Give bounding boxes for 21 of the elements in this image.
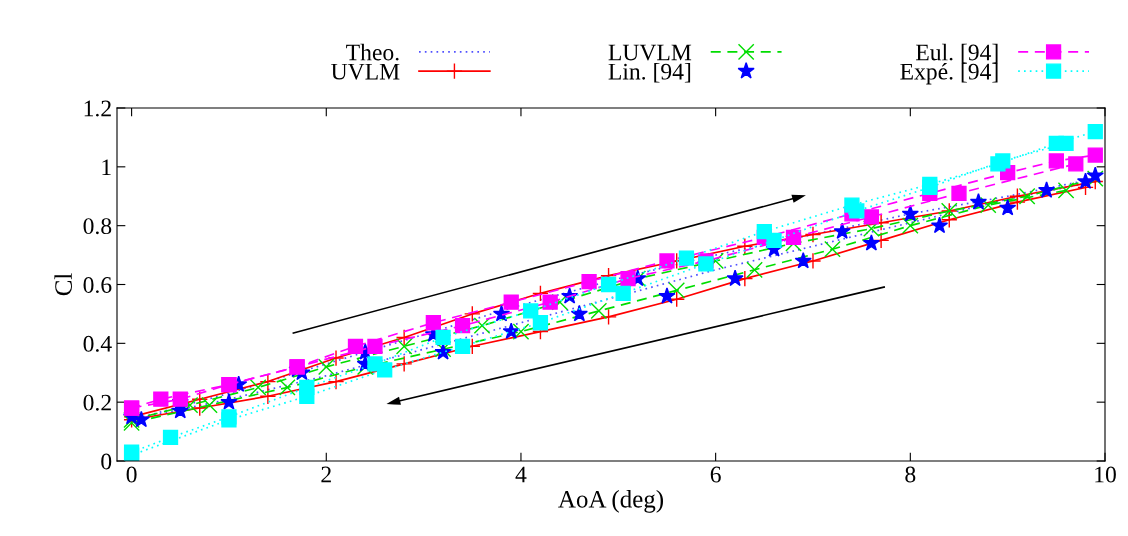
x-tick-label: 2	[321, 466, 331, 483]
x-tick-label: 6	[710, 466, 721, 483]
legend-label: LUVLM	[608, 44, 692, 61]
y-axis-title: Cl	[54, 273, 72, 296]
x-tick-label: 8	[905, 466, 916, 483]
legend-label: Expé. [94]	[900, 62, 998, 85]
y-tick-label: 0.6	[83, 276, 112, 294]
y-tick-label: 0.2	[83, 394, 111, 411]
legend-label: UVLM	[331, 63, 400, 80]
y-tick-label: 1	[102, 159, 111, 176]
x-tick-label: 10	[1095, 466, 1116, 483]
y-tick-label: 0.4	[83, 335, 112, 352]
x-tick-label: 4	[515, 466, 527, 483]
y-tick-label: 0	[101, 453, 112, 470]
y-tick-label: 1.2	[84, 100, 111, 117]
legend-label: Eul. [94]	[916, 43, 998, 64]
x-axis-title: AoA (deg)	[558, 490, 664, 513]
legend-label: Theo.	[346, 43, 399, 61]
x-tick-label: 0	[126, 466, 137, 483]
y-tick-label: 0.8	[83, 218, 112, 235]
legend-label: Lin. [94]	[608, 63, 691, 83]
